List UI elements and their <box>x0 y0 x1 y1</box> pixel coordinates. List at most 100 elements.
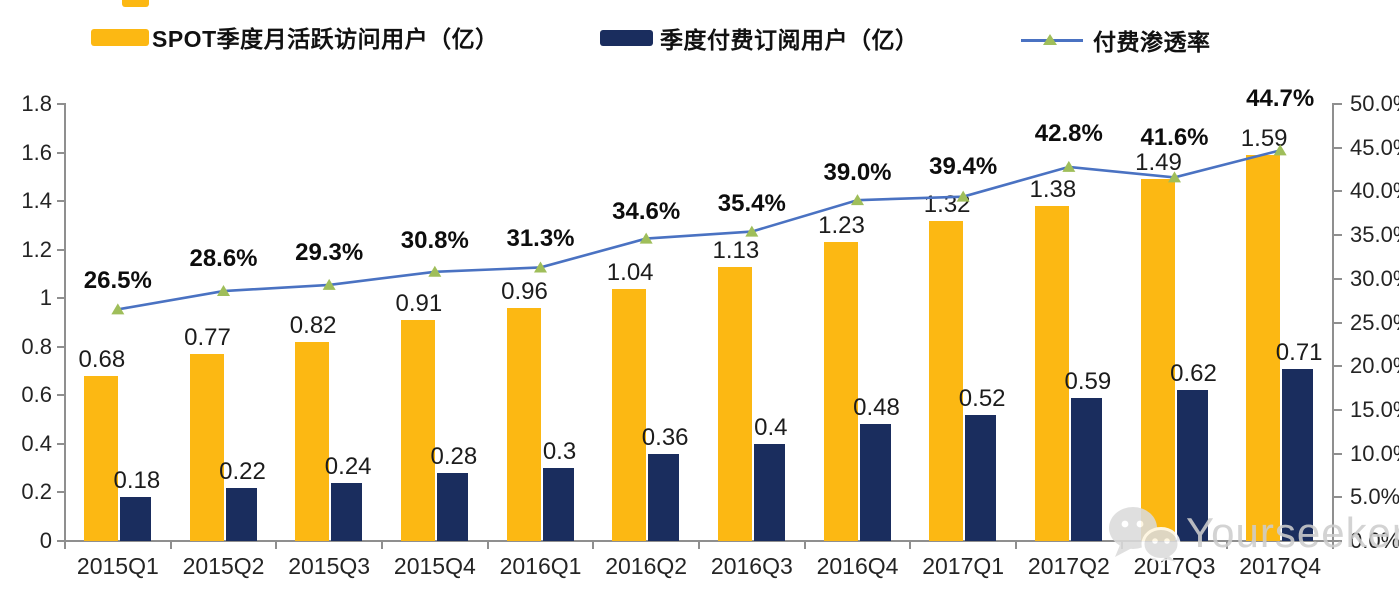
left-axis-label: 1.8 <box>21 91 52 116</box>
left-axis-label: 1.6 <box>21 139 52 165</box>
penetration-value-label: 34.6% <box>612 197 681 225</box>
left-axis-label: 0.8 <box>21 333 52 359</box>
subs-value-label: 0.59 <box>1064 367 1112 395</box>
x-axis-tick <box>486 542 489 549</box>
mau-bar <box>717 266 752 541</box>
subs-bar <box>331 482 363 541</box>
mau-bar <box>83 375 118 541</box>
right-axis-label: 50.0% <box>1350 91 1399 116</box>
watermark-text: Yourseeker <box>1186 509 1399 556</box>
subs-value-label: 0.71 <box>1275 338 1323 366</box>
line-marker-icon <box>1021 32 1083 48</box>
right-axis-label: 5.0% <box>1350 484 1399 510</box>
right-axis-label: 0.0% <box>1350 528 1399 553</box>
line-point-marker <box>322 278 336 290</box>
x-axis-tick <box>64 542 66 549</box>
mau-swatch-icon <box>91 28 149 46</box>
x-axis-tick <box>1226 542 1229 549</box>
mau-value-label: 0.82 <box>289 311 337 339</box>
penetration-value-label: 39.0% <box>823 159 892 187</box>
x-axis-label: 2015Q3 <box>288 553 371 579</box>
x-axis-label: 2016Q4 <box>816 553 899 579</box>
mau-value-label: 1.38 <box>1029 175 1077 203</box>
x-axis-label: 2016Q3 <box>710 553 793 579</box>
left-axis-tick <box>57 151 65 154</box>
x-axis-tick <box>1332 542 1334 549</box>
subs-bar <box>1070 397 1102 541</box>
subs-value-label: 0.36 <box>641 423 689 451</box>
x-axis-label: 2015Q2 <box>182 553 265 579</box>
subs-swatch-icon <box>600 30 653 46</box>
mau-value-label: 0.77 <box>184 324 231 352</box>
right-axis-tick <box>1334 496 1342 499</box>
x-axis-tick <box>909 542 912 549</box>
penetration-value-label: 31.3% <box>506 225 575 253</box>
right-axis-tick <box>1334 408 1342 411</box>
right-axis-tick <box>1334 190 1342 193</box>
mau-value-label: 1.59 <box>1240 124 1288 152</box>
penetration-value-label: 35.4% <box>717 189 786 217</box>
penetration-value-label: 44.7% <box>1246 85 1315 113</box>
legend-item-penetration: 付费渗透率 <box>1021 23 1211 57</box>
right-axis-label: 25.0% <box>1350 309 1399 335</box>
mau-bar <box>506 307 541 541</box>
mau-value-label: 1.23 <box>818 212 865 240</box>
right-axis-label: 30.0% <box>1350 265 1399 291</box>
penetration-value-label: 41.6% <box>1140 124 1209 152</box>
right-axis-label: 35.0% <box>1350 222 1399 248</box>
mau-bar <box>612 288 647 541</box>
x-axis-line <box>64 540 1334 542</box>
legend-label-penetration: 付费渗透率 <box>1093 29 1211 55</box>
mau-value-label: 0.68 <box>78 345 126 373</box>
subs-value-label: 0.48 <box>853 394 900 422</box>
legend-label-mau: SPOT季度月活跃访问用户（亿） <box>152 26 499 52</box>
line-point-marker <box>428 265 442 277</box>
left-axis-label: 0.6 <box>21 382 52 408</box>
right-axis-label: 10.0% <box>1350 440 1399 466</box>
x-axis-tick <box>169 542 172 549</box>
mau-value-label: 1.13 <box>712 236 760 264</box>
left-axis-tick <box>57 394 65 397</box>
penetration-value-label: 30.8% <box>400 226 469 254</box>
mau-value-label: 0.91 <box>395 290 443 318</box>
subs-bar <box>859 424 891 541</box>
left-axis-label: 1.4 <box>21 188 52 214</box>
subs-bar <box>1176 390 1208 541</box>
mau-value-label: 1.04 <box>606 258 654 286</box>
left-axis-label: 0.2 <box>21 479 52 505</box>
subs-value-label: 0.52 <box>958 384 1006 412</box>
x-axis-label: 2017Q2 <box>1027 553 1110 579</box>
line-point-marker <box>217 285 230 297</box>
left-axis-tick <box>57 200 65 203</box>
left-axis-tick <box>57 248 65 251</box>
right-axis-label: 15.0% <box>1350 396 1399 422</box>
legend-label-subs: 季度付费订阅用户（亿） <box>660 27 919 53</box>
legend-item-mau: SPOT季度月活跃访问用户（亿） <box>91 20 499 54</box>
wechat-icon <box>1109 507 1181 562</box>
left-axis-label: 0 <box>39 528 52 553</box>
mau-value-label: 1.32 <box>923 190 971 218</box>
left-axis-tick <box>57 442 65 445</box>
right-axis-tick <box>1334 540 1342 542</box>
right-axis-label: 40.0% <box>1350 178 1399 204</box>
left-axis-label: 1.2 <box>21 236 52 262</box>
line-point-marker <box>111 303 125 315</box>
penetration-value-label: 42.8% <box>1034 119 1103 147</box>
subs-bar <box>119 497 151 541</box>
line-point-marker <box>639 232 653 244</box>
penetration-value-label: 39.4% <box>929 152 998 180</box>
subs-bar <box>1282 368 1314 541</box>
mau-value-label: 0.96 <box>501 277 548 305</box>
x-axis-label: 2015Q4 <box>393 553 476 579</box>
line-point-marker <box>534 261 547 273</box>
x-axis-tick <box>1015 542 1017 549</box>
subs-value-label: 0.3 <box>542 438 577 466</box>
left-axis-tick <box>57 540 65 542</box>
left-axis-label: 1 <box>39 285 52 311</box>
line-point-marker <box>851 194 864 206</box>
x-axis-tick <box>592 542 595 549</box>
right-axis-label: 45.0% <box>1350 134 1399 160</box>
legend-item-subs: 季度付费订阅用户（亿） <box>600 21 919 55</box>
mau-bar <box>400 320 435 541</box>
subs-value-label: 0.62 <box>1170 360 1217 388</box>
